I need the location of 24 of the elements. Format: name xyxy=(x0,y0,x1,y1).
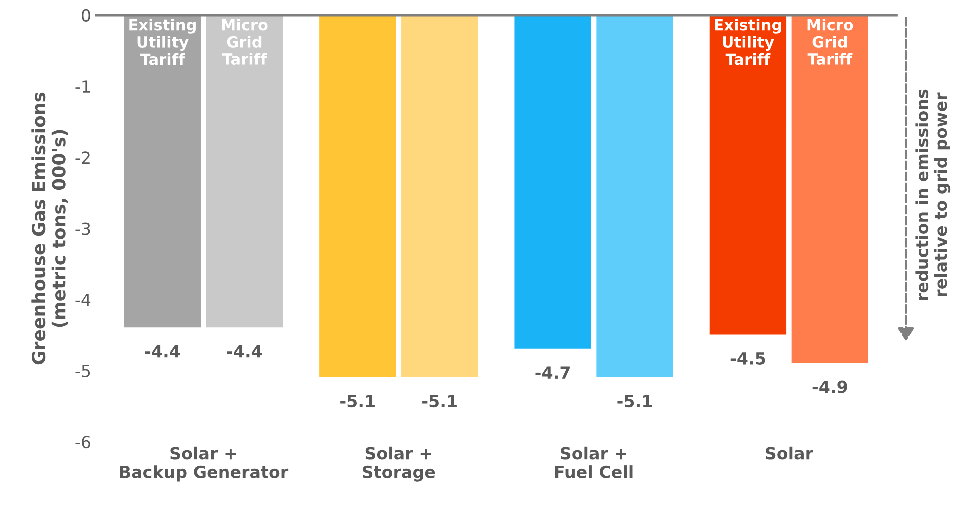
x-tick-label: Solar + Backup Generator xyxy=(120,446,289,482)
x-tick-label: Solar xyxy=(766,446,814,460)
text: Existing Utility Tariff xyxy=(715,18,782,66)
y-tick-label: -6 xyxy=(76,436,90,449)
text: reduction in emissions relative to grid power xyxy=(916,90,951,300)
series-label: Existing Utility Tariff xyxy=(130,18,196,66)
data-label: -4.4 xyxy=(145,345,180,358)
y-tick-label: -1 xyxy=(76,80,90,93)
y-tick-label: -5 xyxy=(76,365,90,378)
y-tick-label: 0 xyxy=(82,9,90,22)
data-label: -4.9 xyxy=(812,380,848,394)
data-label: -5.1 xyxy=(422,395,457,408)
text: Micro Grid Tariff xyxy=(808,18,854,66)
data-label: -5.1 xyxy=(618,395,652,408)
x-tick-label: Solar + Fuel Cell xyxy=(555,446,633,478)
data-label: -4.4 xyxy=(227,345,262,358)
y-tick-label: -3 xyxy=(76,222,90,236)
y-axis-title: Greenhouse Gas Emissions (metric tons, 000's) xyxy=(32,92,68,365)
y-tick-label: -4 xyxy=(76,294,91,306)
data-label: -5.1 xyxy=(340,395,375,408)
x-tick-label: Solar + Storage xyxy=(363,446,436,482)
data-label: -4.5 xyxy=(730,352,766,365)
data-label: -4.7 xyxy=(536,366,570,379)
y-tick-label: -2 xyxy=(76,152,90,164)
